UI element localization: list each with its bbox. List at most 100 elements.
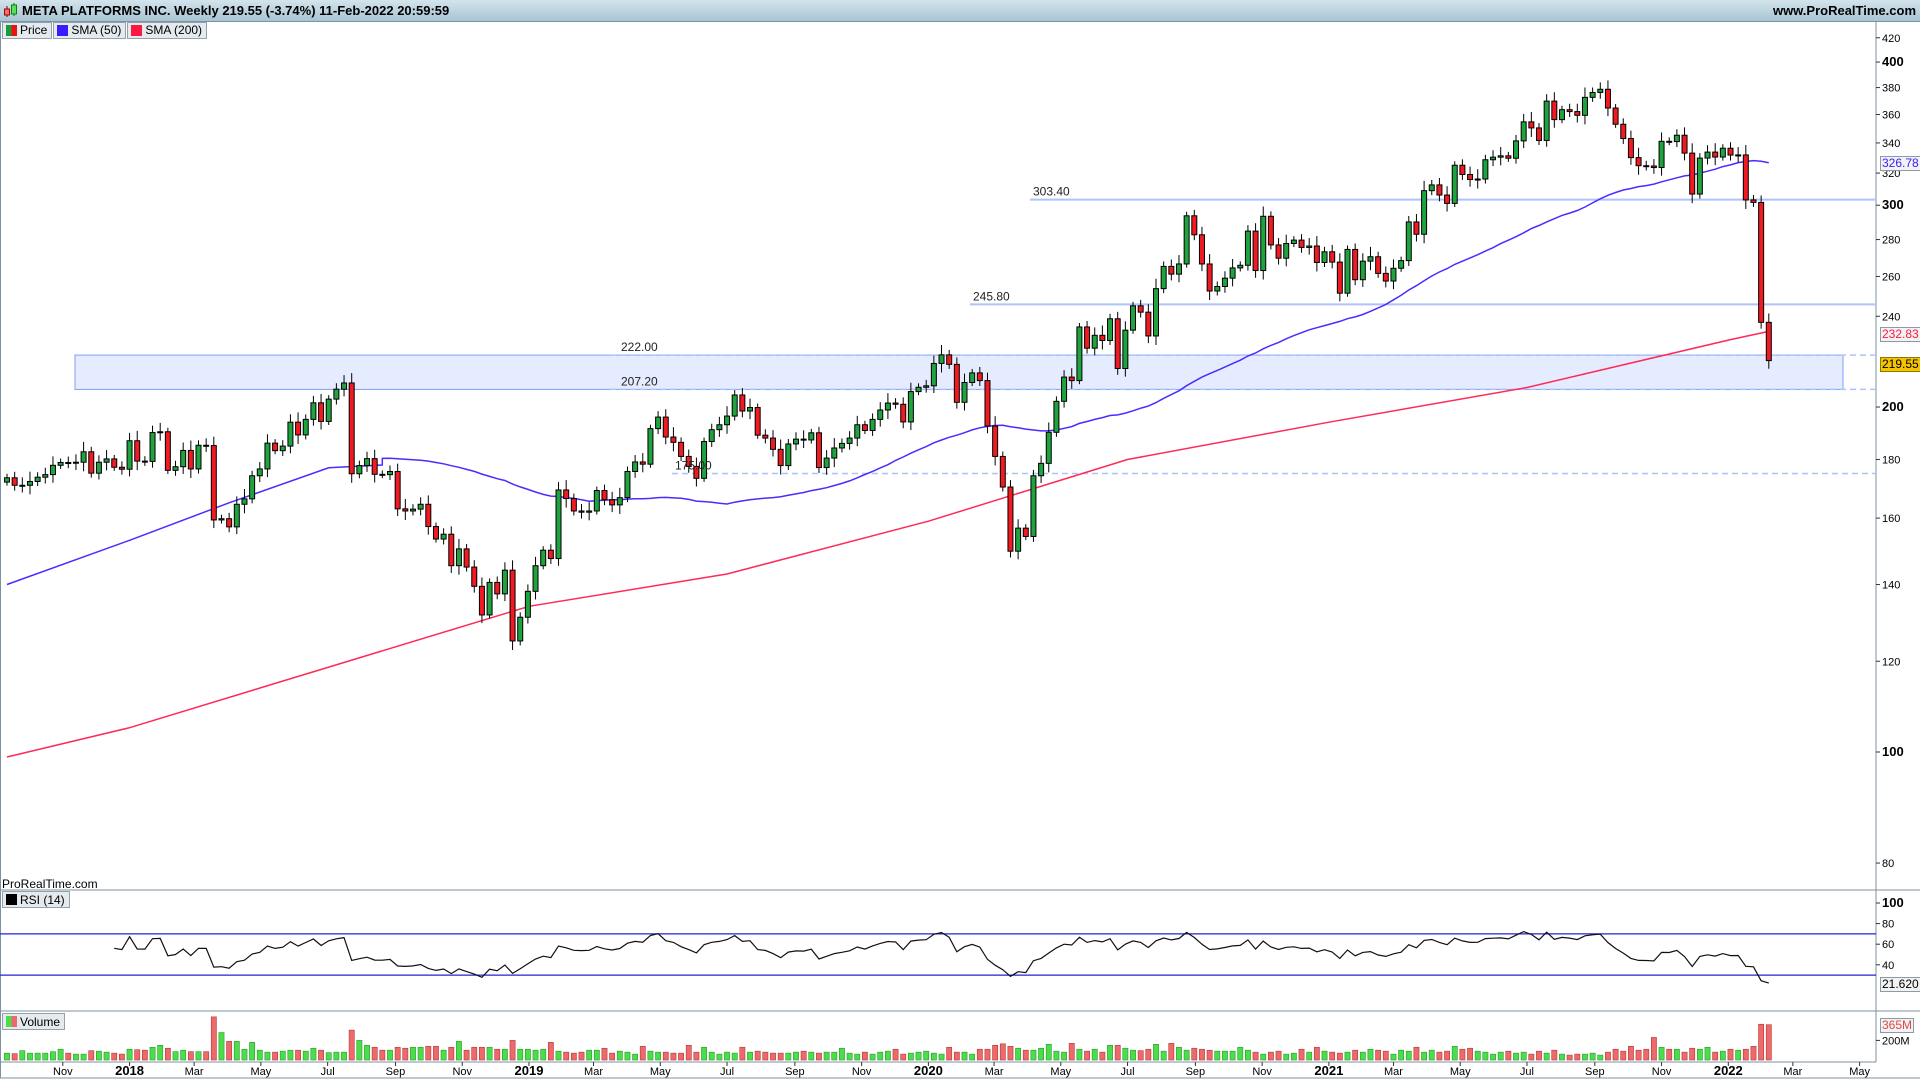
candle-body bbox=[195, 444, 202, 470]
candle bbox=[226, 512, 233, 533]
level-label: 222.00 bbox=[621, 340, 658, 354]
candle bbox=[1114, 311, 1121, 375]
candle bbox=[555, 482, 562, 566]
candle-body bbox=[1175, 263, 1182, 275]
candle bbox=[831, 438, 838, 468]
site-link[interactable]: www.ProRealTime.com bbox=[1772, 3, 1916, 18]
candle bbox=[279, 440, 286, 457]
x-tick-label: Sep bbox=[1186, 1066, 1206, 1078]
candle-body bbox=[172, 466, 179, 471]
candle bbox=[693, 457, 700, 487]
candle-body bbox=[1696, 157, 1703, 195]
legend-sma200[interactable]: SMA (200) bbox=[127, 22, 208, 39]
volume-bar bbox=[1467, 1047, 1473, 1061]
legend-rsi[interactable]: RSI (14) bbox=[2, 891, 70, 908]
candle bbox=[984, 372, 991, 434]
volume-bar bbox=[1214, 1050, 1221, 1061]
volume-bar bbox=[1513, 1052, 1519, 1061]
volume-bar bbox=[302, 1050, 309, 1061]
volume-bar bbox=[1620, 1050, 1627, 1061]
candle-body bbox=[19, 484, 26, 487]
volume-bar bbox=[394, 1046, 401, 1061]
candle-body bbox=[448, 533, 455, 567]
candle bbox=[915, 383, 922, 396]
candle-body bbox=[961, 381, 968, 403]
volume-bar bbox=[233, 1041, 240, 1061]
volume-bar bbox=[279, 1050, 286, 1061]
legend-sma50[interactable]: SMA (50) bbox=[53, 22, 127, 39]
candle-body bbox=[1244, 230, 1251, 266]
candle bbox=[517, 612, 524, 646]
candle bbox=[72, 454, 79, 471]
candle-body bbox=[1084, 326, 1091, 349]
candle bbox=[364, 451, 371, 472]
candle-body bbox=[486, 581, 493, 616]
price-tick-label: 260 bbox=[1882, 271, 1900, 283]
candle bbox=[678, 437, 685, 461]
candle-body bbox=[463, 548, 470, 568]
sma200-value-tag: 232.83 bbox=[1880, 327, 1920, 342]
volume-bar bbox=[639, 1045, 646, 1061]
rsi-line bbox=[114, 930, 1769, 984]
candle bbox=[639, 453, 646, 473]
volume-bar bbox=[1758, 1023, 1765, 1061]
candle bbox=[218, 514, 225, 524]
volume-bar bbox=[203, 1051, 210, 1061]
volume-bar bbox=[586, 1049, 593, 1061]
candle bbox=[1329, 244, 1336, 269]
candle-body bbox=[1689, 152, 1696, 195]
candle bbox=[1643, 160, 1650, 171]
x-tick-label: Nov bbox=[852, 1066, 872, 1078]
volume-bar bbox=[218, 1032, 225, 1061]
candle bbox=[1206, 254, 1213, 301]
volume-bar bbox=[371, 1046, 378, 1061]
candle bbox=[739, 388, 746, 418]
volume-bar bbox=[96, 1050, 102, 1061]
volume-bar bbox=[1727, 1048, 1734, 1061]
candle bbox=[1237, 261, 1244, 272]
candle-body bbox=[1742, 154, 1749, 201]
volume-bar bbox=[1114, 1045, 1121, 1061]
candle bbox=[946, 349, 953, 369]
candle bbox=[1727, 142, 1734, 161]
volume-bar bbox=[892, 1048, 899, 1061]
candle bbox=[1451, 161, 1458, 207]
volume-bar bbox=[479, 1046, 485, 1061]
candle bbox=[287, 414, 294, 454]
candle-body bbox=[1183, 215, 1190, 265]
legend-volume[interactable]: Volume bbox=[2, 1013, 66, 1030]
price-tick-label: 380 bbox=[1882, 83, 1900, 95]
candle bbox=[624, 466, 631, 503]
volume-bar bbox=[1536, 1050, 1542, 1061]
candle bbox=[1198, 226, 1205, 272]
volume-bar bbox=[1390, 1053, 1397, 1061]
volume-bar bbox=[1222, 1050, 1228, 1061]
candle-body bbox=[1382, 272, 1389, 282]
volume-bar bbox=[1497, 1051, 1504, 1061]
candle-body bbox=[88, 451, 95, 474]
candle-body bbox=[1620, 123, 1627, 140]
candle-body bbox=[1137, 305, 1144, 313]
x-tick-label: Sep bbox=[386, 1066, 406, 1078]
candle bbox=[1130, 301, 1137, 334]
candle-body bbox=[1467, 173, 1474, 181]
candle bbox=[19, 477, 26, 493]
candle-body bbox=[394, 470, 401, 510]
candle bbox=[1321, 246, 1328, 267]
candle-body bbox=[11, 477, 18, 486]
volume-bar bbox=[1628, 1045, 1634, 1061]
volume-bar bbox=[1574, 1053, 1581, 1061]
candle bbox=[1444, 186, 1451, 212]
legend-price[interactable]: Price bbox=[2, 22, 53, 39]
x-tick-label: Jul bbox=[1121, 1066, 1135, 1078]
candle-body bbox=[1673, 134, 1680, 143]
candle-body bbox=[984, 380, 991, 427]
candle-body bbox=[80, 451, 87, 463]
volume-bar bbox=[210, 1016, 217, 1061]
volume-bar bbox=[241, 1048, 248, 1061]
candle bbox=[1344, 245, 1351, 297]
candle bbox=[1375, 251, 1382, 278]
volume-bar bbox=[1421, 1051, 1427, 1061]
candle-body bbox=[1237, 264, 1244, 269]
